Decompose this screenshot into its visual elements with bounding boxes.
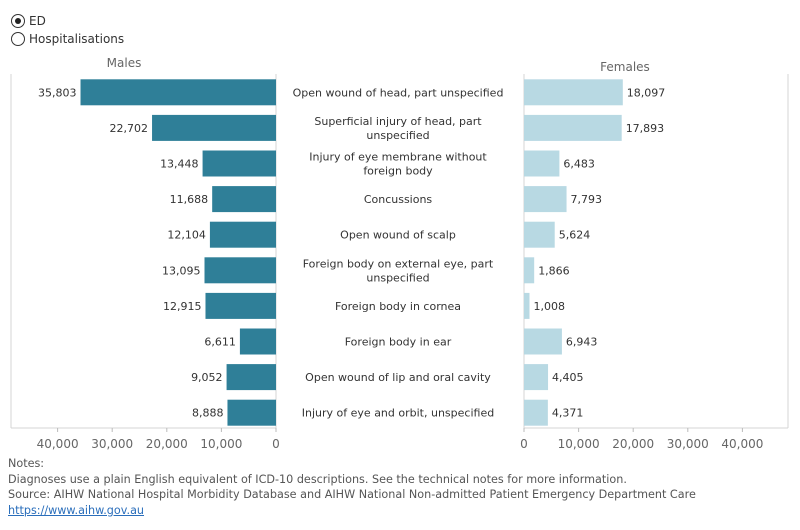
female-bar (524, 114, 622, 141)
category-label: Foreign body in ear (345, 336, 452, 349)
female-bar (524, 221, 555, 248)
female-value-label: 4,405 (552, 371, 584, 384)
male-value-label: 9,052 (191, 371, 223, 384)
male-value-label: 11,688 (170, 193, 209, 206)
category-label: Injury of eye membrane without (309, 151, 487, 164)
female-bar (524, 399, 548, 426)
female-value-label: 7,793 (571, 193, 603, 206)
category-label: Open wound of scalp (340, 229, 456, 242)
category-label: Open wound of head, part unspecified (293, 86, 504, 99)
female-bar (524, 186, 567, 213)
radio-ed-label: ED (29, 14, 46, 28)
males-tick-label: 30,000 (91, 437, 133, 451)
male-bar (202, 150, 276, 177)
female-value-label: 18,097 (627, 86, 666, 99)
female-bar (524, 292, 530, 319)
male-value-label: 8,888 (192, 407, 224, 420)
category-label: unspecified (366, 129, 429, 142)
category-label: foreign body (363, 165, 433, 178)
male-value-label: 22,702 (110, 122, 149, 135)
male-bar (209, 221, 276, 248)
male-bar (227, 399, 276, 426)
category-label: Open wound of lip and oral cavity (305, 371, 491, 384)
males-tick-label: 40,000 (37, 437, 79, 451)
female-value-label: 6,943 (566, 336, 598, 349)
female-value-label: 1,866 (538, 264, 570, 277)
female-bar (524, 79, 623, 106)
radio-hospitalisations-label: Hospitalisations (29, 32, 125, 46)
radio-ed[interactable]: ED (11, 12, 124, 30)
source-link[interactable]: https://www.aihw.gov.au (8, 503, 145, 517)
radio-unselected-icon[interactable] (11, 32, 25, 46)
males-tick-label: 20,000 (146, 437, 188, 451)
female-value-label: 5,624 (559, 229, 591, 242)
category-label: Superficial injury of head, part (314, 115, 482, 128)
radio-selected-icon[interactable] (11, 14, 25, 28)
male-bar (204, 257, 276, 284)
male-value-label: 6,611 (204, 336, 236, 349)
male-bar (205, 292, 276, 319)
female-bar (524, 328, 562, 355)
male-value-label: 13,095 (162, 264, 201, 277)
category-label: Foreign body on external eye, part (303, 257, 494, 270)
male-value-label: 35,803 (38, 86, 77, 99)
female-bar (524, 150, 560, 177)
males-tick-label: 0 (272, 437, 280, 451)
notes-line-2: Source: AIHW National Hospital Morbidity… (8, 488, 696, 501)
category-label: Concussions (364, 193, 433, 206)
category-label: Injury of eye and orbit, unspecified (302, 407, 494, 420)
females-tick-label: 10,000 (558, 437, 600, 451)
female-value-label: 4,371 (552, 407, 584, 420)
females-tick-label: 0 (520, 437, 528, 451)
females-tick-label: 40,000 (721, 437, 763, 451)
notes: Notes: Diagnoses use a plain English equ… (8, 456, 696, 518)
male-value-label: 12,915 (163, 300, 202, 313)
females-tick-label: 30,000 (667, 437, 709, 451)
male-value-label: 12,104 (167, 229, 206, 242)
male-bar (239, 328, 276, 355)
male-bar (212, 186, 276, 213)
radio-hospitalisations[interactable]: Hospitalisations (11, 30, 124, 48)
females-panel-title: Females (600, 60, 650, 74)
male-bar (80, 79, 276, 106)
notes-line-1: Diagnoses use a plain English equivalent… (8, 472, 627, 486)
notes-heading: Notes: (8, 457, 45, 470)
male-bar (226, 364, 276, 391)
female-bar (524, 257, 535, 284)
female-value-label: 17,893 (626, 122, 665, 135)
females-tick-label: 20,000 (612, 437, 654, 451)
data-type-filter: ED Hospitalisations (11, 12, 124, 48)
males-panel-title: Males (107, 56, 142, 70)
category-label: Foreign body in cornea (335, 300, 461, 313)
males-tick-label: 10,000 (200, 437, 242, 451)
female-value-label: 6,483 (563, 158, 595, 171)
female-bar (524, 364, 549, 391)
butterfly-chart: Males Females 35,803 18,097 Open wound of he… (10, 56, 789, 451)
female-value-label: 1,008 (534, 300, 566, 313)
male-bar (152, 114, 276, 141)
male-value-label: 13,448 (160, 158, 199, 171)
category-label: unspecified (366, 271, 429, 284)
